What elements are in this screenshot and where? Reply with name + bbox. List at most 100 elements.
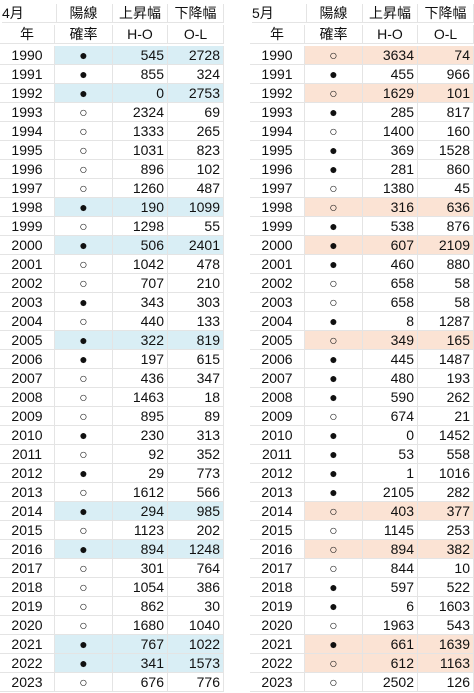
bullish-mark: ● [305, 255, 363, 274]
high-open-cell: 538 [363, 217, 418, 236]
bullish-mark: ● [305, 350, 363, 369]
open-low-cell: 30 [168, 597, 224, 616]
bullish-mark: ○ [55, 521, 113, 540]
open-low-cell: 823 [168, 141, 224, 160]
high-open-cell: 436 [113, 369, 168, 388]
bullish-mark: ● [305, 464, 363, 483]
high-open-cell: 1680 [113, 616, 168, 635]
bullish-mark: ● [55, 331, 113, 350]
column-header: 確率 [55, 25, 113, 44]
open-low-cell: 45 [418, 179, 474, 198]
year-cell: 2017 [250, 559, 305, 578]
year-cell: 1994 [0, 122, 55, 141]
high-open-cell: 0 [113, 84, 168, 103]
year-cell: 1991 [250, 65, 305, 84]
high-open-cell: 349 [363, 331, 418, 350]
year-cell: 1999 [0, 217, 55, 236]
high-open-cell: 895 [113, 407, 168, 426]
open-low-cell: 876 [418, 217, 474, 236]
open-low-cell: 1022 [168, 635, 224, 654]
open-low-cell: 324 [168, 65, 224, 84]
year-cell: 1997 [250, 179, 305, 198]
year-cell: 2021 [0, 635, 55, 654]
column-header: 陽線 [305, 4, 363, 23]
bullish-mark: ○ [55, 369, 113, 388]
high-open-cell: 658 [363, 274, 418, 293]
year-cell: 2006 [0, 350, 55, 369]
high-open-cell: 341 [113, 654, 168, 673]
high-open-cell: 597 [363, 578, 418, 597]
year-cell: 2001 [250, 255, 305, 274]
high-open-cell: 612 [363, 654, 418, 673]
high-open-cell: 855 [113, 65, 168, 84]
year-cell: 2006 [250, 350, 305, 369]
open-low-cell: 1573 [168, 654, 224, 673]
bullish-mark: ○ [55, 597, 113, 616]
open-low-cell: 193 [418, 369, 474, 388]
bullish-mark: ○ [55, 483, 113, 502]
high-open-cell: 8 [363, 312, 418, 331]
year-cell: 2012 [250, 464, 305, 483]
open-low-cell: 819 [168, 331, 224, 350]
high-open-cell: 607 [363, 236, 418, 255]
column-header: 陽線 [55, 4, 113, 23]
high-open-cell: 1463 [113, 388, 168, 407]
month-title: 4月 [2, 4, 57, 23]
year-cell: 1993 [0, 103, 55, 122]
open-low-cell: 58 [418, 274, 474, 293]
bullish-mark: ○ [55, 559, 113, 578]
high-open-cell: 440 [113, 312, 168, 331]
year-cell: 2001 [0, 255, 55, 274]
high-open-cell: 480 [363, 369, 418, 388]
year-cell: 2009 [250, 407, 305, 426]
high-open-cell: 661 [363, 635, 418, 654]
open-low-cell: 1452 [418, 426, 474, 445]
bullish-mark: ● [305, 369, 363, 388]
year-cell: 2018 [250, 578, 305, 597]
high-open-cell: 1380 [363, 179, 418, 198]
bullish-mark: ○ [55, 274, 113, 293]
year-cell: 2022 [250, 654, 305, 673]
high-open-cell: 894 [363, 540, 418, 559]
open-low-cell: 10 [418, 559, 474, 578]
year-cell: 2015 [250, 521, 305, 540]
bullish-mark: ○ [55, 179, 113, 198]
high-open-cell: 1 [363, 464, 418, 483]
open-low-cell: 880 [418, 255, 474, 274]
open-low-cell: 1487 [418, 350, 474, 369]
high-open-cell: 658 [363, 293, 418, 312]
open-low-cell: 985 [168, 502, 224, 521]
year-cell: 2008 [0, 388, 55, 407]
bullish-mark: ○ [305, 673, 363, 692]
high-open-cell: 1042 [113, 255, 168, 274]
open-low-cell: 21 [418, 407, 474, 426]
column-header: O-L [418, 25, 474, 44]
bullish-mark: ○ [55, 141, 113, 160]
year-cell: 1990 [0, 46, 55, 65]
high-open-cell: 460 [363, 255, 418, 274]
high-open-cell: 403 [363, 502, 418, 521]
year-cell: 1994 [250, 122, 305, 141]
bullish-mark: ○ [55, 160, 113, 179]
year-cell: 2014 [0, 502, 55, 521]
high-open-cell: 707 [113, 274, 168, 293]
high-open-cell: 896 [113, 160, 168, 179]
high-open-cell: 6 [363, 597, 418, 616]
high-open-cell: 862 [113, 597, 168, 616]
high-open-cell: 281 [363, 160, 418, 179]
year-cell: 2019 [0, 597, 55, 616]
year-header: 年 [250, 25, 305, 44]
column-header: 上昇幅 [113, 4, 168, 23]
high-open-cell: 674 [363, 407, 418, 426]
open-low-cell: 352 [168, 445, 224, 464]
bullish-mark: ● [305, 217, 363, 236]
high-open-cell: 369 [363, 141, 418, 160]
year-cell: 2000 [0, 236, 55, 255]
year-cell: 2013 [250, 483, 305, 502]
high-open-cell: 92 [113, 445, 168, 464]
open-low-cell: 558 [418, 445, 474, 464]
bullish-mark: ● [305, 65, 363, 84]
open-low-cell: 1099 [168, 198, 224, 217]
open-low-cell: 126 [418, 673, 474, 692]
year-cell: 2005 [250, 331, 305, 350]
